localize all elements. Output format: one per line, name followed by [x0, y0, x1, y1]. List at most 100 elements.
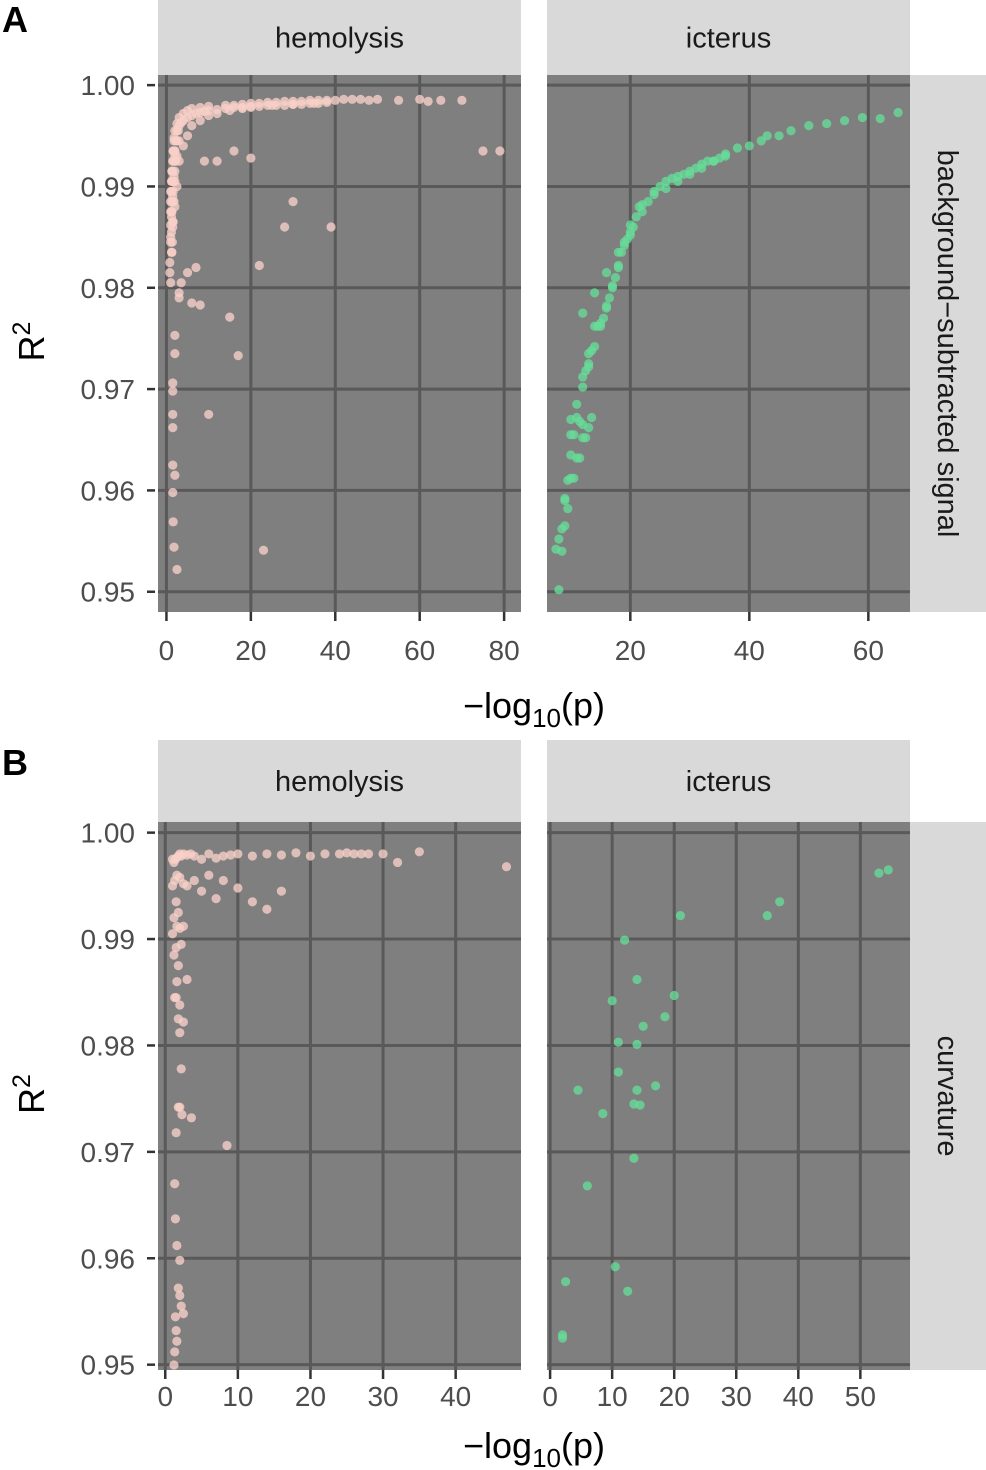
data-point — [590, 288, 600, 298]
data-point — [187, 121, 197, 131]
data-point — [280, 222, 290, 232]
data-point — [436, 95, 446, 105]
data-point — [415, 94, 425, 104]
data-point — [175, 1028, 185, 1038]
data-point — [195, 300, 205, 310]
data-point — [225, 312, 235, 322]
y-tick-label: 0.96 — [81, 1243, 136, 1274]
data-point — [372, 94, 383, 104]
data-point — [613, 1037, 623, 1047]
column-strip-label: hemolysis — [275, 23, 404, 55]
data-point — [173, 1283, 183, 1293]
x-tick-label: 30 — [721, 1381, 752, 1412]
data-point — [393, 95, 404, 105]
data-point — [175, 1000, 185, 1010]
data-point — [176, 1064, 186, 1074]
data-point — [171, 1326, 181, 1336]
data-point — [392, 857, 403, 868]
data-point — [572, 399, 582, 409]
data-point — [613, 247, 624, 257]
y-tick-label: 0.99 — [81, 171, 136, 202]
data-point — [196, 854, 207, 864]
data-point — [189, 851, 199, 861]
data-point — [174, 288, 184, 298]
data-point — [170, 1214, 181, 1224]
data-point — [170, 349, 180, 359]
data-point — [178, 921, 189, 931]
data-point — [762, 911, 772, 921]
data-point — [167, 237, 177, 247]
x-tick-label: 80 — [489, 635, 520, 666]
data-point — [280, 96, 290, 106]
data-point — [598, 313, 609, 323]
data-point — [169, 1360, 179, 1370]
data-point — [601, 301, 612, 311]
data-point — [305, 851, 316, 861]
data-point — [170, 330, 180, 340]
data-point — [629, 1153, 639, 1163]
data-point — [233, 849, 243, 859]
data-point — [305, 95, 315, 105]
data-point — [495, 146, 505, 156]
data-point — [168, 517, 178, 527]
data-point — [172, 1336, 182, 1346]
data-point — [557, 1330, 568, 1340]
data-point — [607, 281, 618, 291]
data-point — [168, 487, 178, 498]
column-strip — [158, 0, 521, 75]
data-point — [581, 433, 591, 443]
data-point — [271, 97, 281, 107]
data-point — [175, 1290, 185, 1301]
data-point — [263, 97, 273, 107]
data-point — [218, 851, 228, 861]
data-point — [173, 961, 183, 971]
data-point — [173, 907, 183, 918]
panel-background — [547, 75, 910, 612]
data-point — [822, 119, 832, 129]
data-point — [356, 849, 366, 859]
data-point — [172, 564, 182, 575]
data-point — [875, 113, 885, 124]
column-strip-label: icterus — [686, 23, 771, 55]
data-point — [363, 849, 374, 859]
data-point — [170, 126, 180, 136]
data-point — [170, 1312, 181, 1322]
data-point — [573, 1085, 583, 1095]
data-point — [182, 131, 193, 141]
y-tick-label: 0.97 — [81, 374, 136, 405]
data-point — [229, 100, 239, 110]
data-point — [563, 504, 573, 514]
data-point — [613, 1067, 623, 1077]
data-point — [457, 95, 467, 105]
data-point — [584, 362, 594, 372]
panel-tag: A — [2, 0, 28, 40]
data-point — [172, 977, 182, 987]
column-strip-label: hemolysis — [275, 766, 404, 798]
data-point — [330, 95, 340, 105]
data-point — [170, 854, 181, 864]
data-point — [893, 107, 903, 118]
data-point — [582, 1181, 592, 1191]
data-point — [212, 108, 222, 119]
data-point — [601, 267, 612, 278]
data-point — [774, 131, 784, 141]
data-point — [613, 260, 624, 271]
data-point — [637, 207, 647, 217]
data-point — [168, 217, 178, 227]
data-point — [220, 100, 231, 110]
data-point — [199, 156, 210, 166]
data-point — [326, 222, 336, 232]
data-point — [165, 267, 175, 278]
data-point — [170, 470, 180, 480]
data-point — [632, 1085, 642, 1095]
data-point — [561, 1277, 571, 1287]
data-point — [168, 197, 178, 207]
data-point — [673, 176, 683, 186]
data-point — [166, 278, 176, 288]
panel-row-b: B R2 0.95 0.96 0.97 0.98 0.99 1.00 curvature hemo… — [2, 740, 986, 1470]
data-point — [732, 143, 743, 153]
data-point — [607, 996, 617, 1006]
data-point — [650, 1081, 661, 1091]
data-point — [598, 1108, 608, 1119]
data-point — [378, 849, 388, 859]
